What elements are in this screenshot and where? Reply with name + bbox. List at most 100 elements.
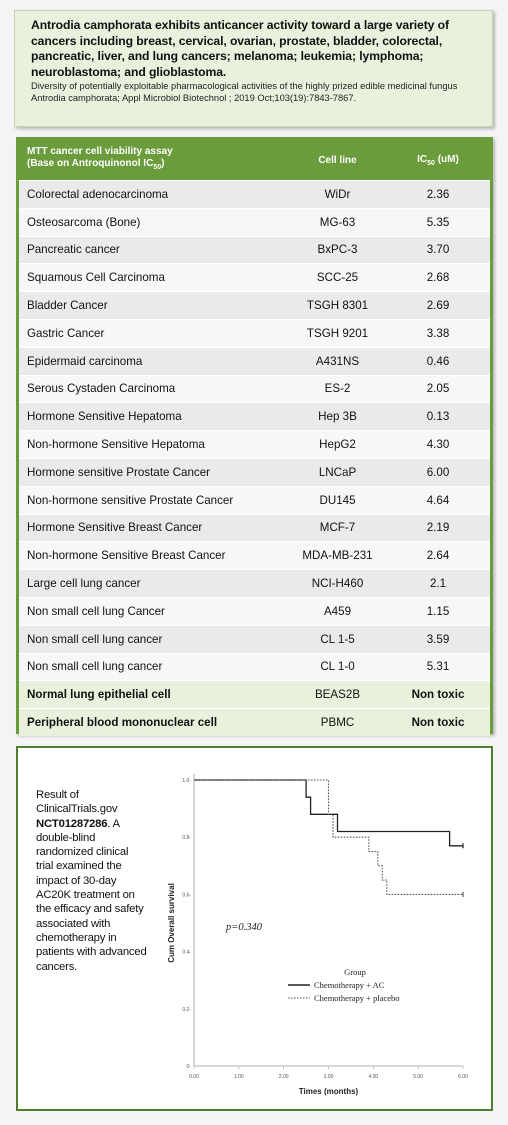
table-row: Colorectal adenocarcinoma WiDr 2.36 [19,180,490,208]
cell-ic50: 3.70 [426,243,450,257]
table-header: MTT cancer cell viability assay (Base on… [19,140,490,180]
x-tick-label: 0.00 [189,1074,199,1080]
cell-condition: Non-hormone Sensitive Breast Cancer [27,549,226,563]
cell-condition: Gastric Cancer [27,326,105,340]
y-tick-label: 0.6- [182,892,191,898]
cell-line: PBMC [320,716,355,730]
cell-line: ES-2 [324,382,351,396]
cell-ic50: 4.30 [426,438,450,452]
table-row: Hormone sensitive Prostate Cancer LNCaP 6.… [19,457,490,486]
header-assay: MTT cancer cell viability assay (Base on… [27,145,173,172]
cell-condition: Non-hormone Sensitive Hepatoma [27,438,205,452]
legend-label: Chemotherapy + AC [314,980,385,990]
table-row: Epidermaid carcinoma A431NS 0.46 [19,346,490,375]
cell-line: BEAS2B [314,688,361,702]
cell-line: MCF-7 [319,521,356,535]
table-body: Colorectal adenocarcinoma WiDr 2.36 Osteosa… [19,180,490,736]
table-row: Squamous Cell Carcinoma SCC-25 2.68 [19,263,490,292]
table-row: Hormone Sensitive Breast Cancer MCF-7 2.19 [19,513,490,542]
table-row: Osteosarcoma (Bone) MG-63 5.35 [19,207,490,236]
x-tick-label: 1.00 [234,1074,244,1080]
cell-ic50: 2.69 [426,299,450,313]
cell-line: TSGH 9201 [306,326,369,340]
cell-condition: Osteosarcoma (Bone) [27,215,141,229]
trial-id: NCT01287286 [36,817,108,830]
cell-ic50: Non toxic [411,716,465,730]
y-tick-label: 0.2- [182,1007,191,1013]
summary-box: Antrodia camphorata exhibits anticancer … [14,10,493,127]
cell-ic50: 3.38 [426,326,450,340]
cell-line: TSGH 8301 [306,299,369,313]
x-tick-label: 4.00 [368,1074,378,1080]
cell-ic50: 3.59 [426,632,450,646]
cell-condition: Non-hormone sensitive Prostate Cancer [27,493,234,507]
cell-condition: Bladder Cancer [27,299,108,313]
table-row: Large cell lung cancer NCI-H460 2.1 [19,569,490,597]
p-value-annotation: p=0.340 [225,922,263,933]
cell-ic50: 0.13 [426,410,450,424]
cell-ic50: 2.19 [426,521,450,535]
cell-line: CL 1-0 [320,660,355,674]
clinical-trial-box: Result of ClinicalTrials.gov NCT01287286… [16,746,493,1111]
cell-line: HepG2 [319,438,356,452]
cell-ic50: 1.15 [426,604,450,618]
cell-condition: Hormone Sensitive Breast Cancer [27,521,203,535]
cell-line: A459 [323,604,352,618]
cell-ic50: Non toxic [411,688,465,702]
y-tick-label: 0.8- [182,835,191,841]
x-axis-label: Times (months) [299,1087,359,1096]
cell-condition: Serous Cystaden Carcinoma [27,382,176,396]
y-tick-label: 0- [187,1064,192,1070]
cell-ic50: 0.46 [426,354,450,368]
cell-condition: Peripheral blood mononuclear cell [27,716,218,730]
cell-condition: Colorectal adenocarcinoma [27,187,169,201]
clinical-description: Result of ClinicalTrials.gov NCT01287286… [36,789,147,973]
cell-condition: Non small cell lung cancer [27,660,163,674]
y-tick-label: 1.0- [182,778,191,784]
series-line-1 [194,779,463,847]
cell-ic50: 5.31 [426,660,450,674]
cell-condition: Normal lung epithelial cell [27,688,171,702]
ic50-table: MTT cancer cell viability assay (Base on… [16,137,493,736]
y-axis-label: Cum Overall survival [167,883,176,963]
header-cell-line: Cell line [318,154,357,166]
x-tick-label: 3.00 [324,1074,334,1080]
table-row: Non-hormone Sensitive Hepatoma HepG2 4.30 [19,430,490,458]
cell-line: BxPC-3 [317,243,358,257]
table-row: Gastric Cancer TSGH 9201 3.38 [19,318,490,347]
cell-line: LNCaP [318,465,357,479]
cell-line: SCC-25 [316,271,359,285]
table-row: Hormone Sensitive Hepatoma Hep 3B 0.13 [19,402,490,431]
table-row: Non small cell lung cancer CL 1-0 5.31 [19,652,490,681]
cell-line: MG-63 [319,215,356,229]
table-row: Peripheral blood mononuclear cell PBMC Non… [19,708,490,736]
cell-ic50: 4.64 [426,493,450,507]
cell-condition: Non small cell lung cancer [27,632,163,646]
cell-line: NCI-H460 [311,577,364,591]
cell-line: A431NS [315,354,360,368]
cell-condition: Hormone Sensitive Hepatoma [27,410,182,424]
survival-chart: 0- 0.2- 0.4- 0.6- 0.8- 1.0- 0.00 1.00 2.00 3.00 4.… [167,774,468,1096]
table-row: Non small cell lung cancer CL 1-5 3.59 [19,624,490,653]
cell-ic50: 2.05 [426,382,450,396]
cell-ic50: 2.1 [429,577,447,591]
cell-ic50: 6.00 [426,465,450,479]
cell-ic50: 2.36 [426,187,450,201]
summary-citation: Diversity of potentially exploitable pha… [31,81,458,103]
cell-condition: Squamous Cell Carcinoma [27,271,165,285]
series-line-2 [194,779,463,895]
x-tick-label: 5.00 [413,1074,423,1080]
cell-condition: Epidermaid carcinoma [27,354,143,368]
x-tick-label: 2.00 [279,1074,289,1080]
y-tick-label: 0.4- [182,950,191,956]
cell-line: DU145 [319,493,356,507]
legend-label: Chemotherapy + placebo [314,993,400,1003]
table-row: Normal lung epithelial cell BEAS2B Non tox… [19,680,490,709]
table-row: Bladder Cancer TSGH 8301 2.69 [19,291,490,319]
cell-ic50: 5.35 [426,215,450,229]
cell-line: WiDr [324,187,351,201]
cell-line: Hep 3B [318,410,357,424]
cell-condition: Non small cell lung Cancer [27,604,165,618]
table-row: Pancreatic cancer BxPC-3 3.70 [19,235,490,264]
cell-ic50: 2.64 [426,549,450,563]
